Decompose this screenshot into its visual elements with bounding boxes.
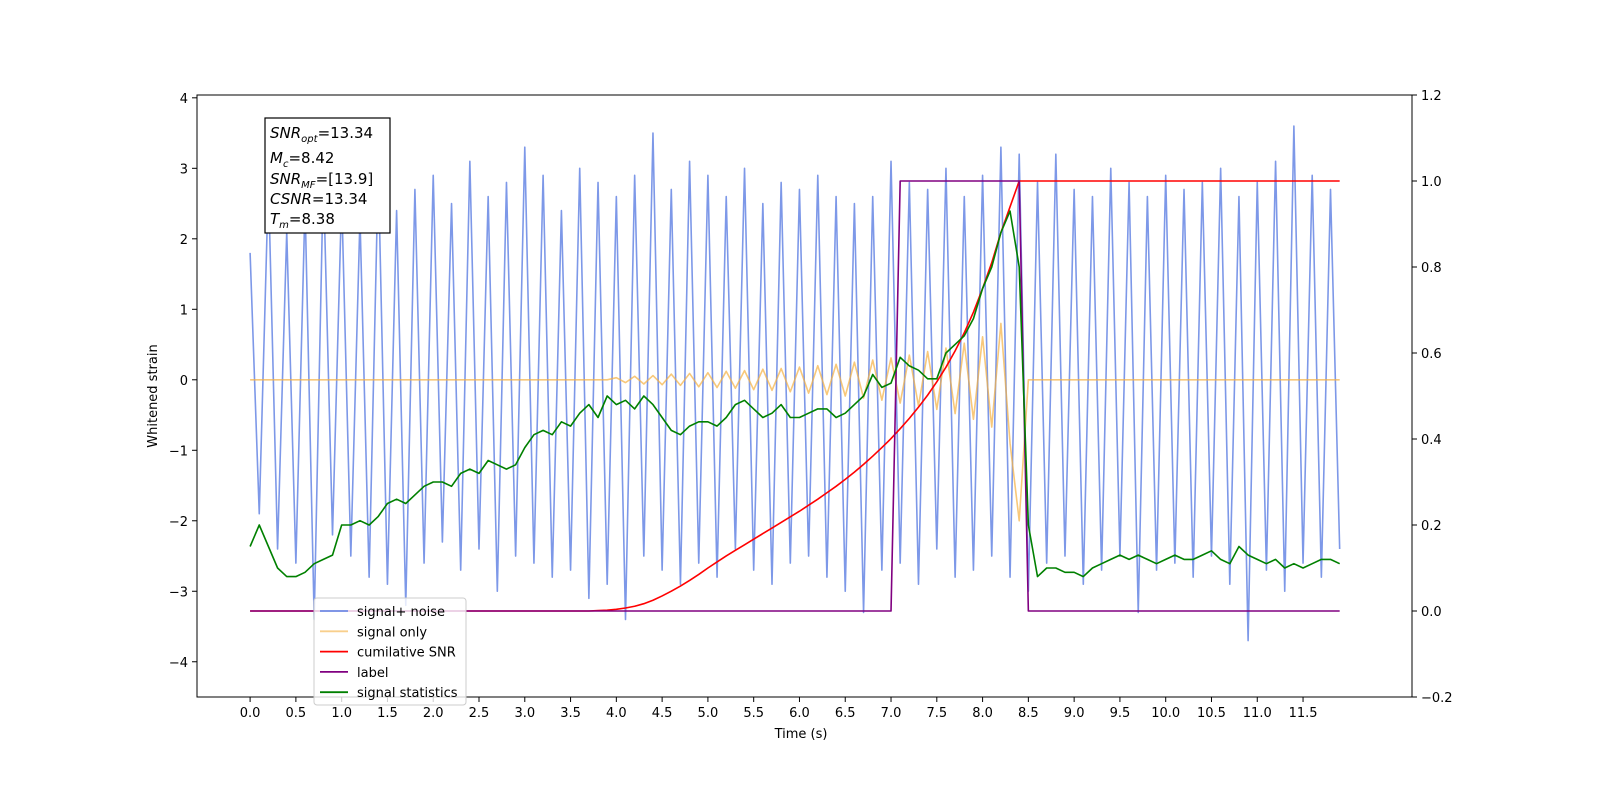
x-tick-label: 10.5 (1197, 706, 1226, 721)
x-tick-label: 0.5 (286, 706, 307, 721)
x-tick-label: 7.5 (926, 706, 947, 721)
x-tick-label: 3.0 (514, 706, 535, 721)
legend-label: cumilative SNR (357, 646, 456, 661)
plot-frame (196, 94, 1413, 698)
y-tick-label: −4 (169, 656, 188, 671)
y2-tick-label: −0.2 (1421, 691, 1453, 706)
annotation-name: CSNR (270, 190, 312, 208)
y-axis-title: Whitened strain (146, 344, 161, 447)
y-tick-label: 1 (180, 303, 188, 318)
x-tick-label: 4.5 (652, 706, 673, 721)
x-tick-label: 5.0 (698, 706, 719, 721)
x-tick-label: 9.5 (1110, 706, 1131, 721)
annotation-value: =[13.9] (316, 170, 374, 188)
annotation-value: =8.42 (288, 149, 334, 167)
legend-label: signal statistics (357, 686, 458, 701)
x-tick-label: 0.0 (240, 706, 261, 721)
annotation-name: T (270, 210, 281, 228)
x-tick-label: 2.0 (423, 706, 444, 721)
annotation-value: =13.34 (312, 190, 368, 208)
x-tick-label: 2.5 (469, 706, 490, 721)
series-line (249, 125, 1341, 642)
y-tick-label: 2 (180, 233, 188, 248)
x-tick-label: 3.5 (560, 706, 581, 721)
annotation-sub: MF (301, 180, 316, 191)
annotation-value: =8.38 (289, 210, 335, 228)
y2-tick-label: 0.0 (1421, 605, 1442, 620)
y2-tick-label: 0.4 (1421, 433, 1442, 448)
legend-label: signal+ noise (357, 605, 445, 620)
y2-tick-label: 0.2 (1421, 519, 1442, 534)
x-tick-label: 8.0 (972, 706, 993, 721)
annotation-line: Tm=8.38 (270, 210, 335, 231)
x-tick-label: 6.0 (789, 706, 810, 721)
x-tick-label: 7.0 (881, 706, 902, 721)
x-axis-title: Time (s) (774, 727, 828, 742)
x-tick-label: 4.0 (606, 706, 627, 721)
x-tick-label: 10.0 (1151, 706, 1180, 721)
x-tick-label: 11.0 (1243, 706, 1272, 721)
legend-label: label (357, 666, 388, 681)
x-tick-label: 6.5 (835, 706, 856, 721)
y-tick-label: −1 (169, 444, 188, 459)
annotation-line: SNRopt=13.34 (270, 124, 373, 145)
annotation-line: CSNR=13.34 (270, 190, 367, 208)
x-tick-label: 1.5 (377, 706, 398, 721)
annotation-sub: m (279, 220, 289, 231)
annotation-sub: opt (301, 134, 318, 145)
y-tick-label: 3 (180, 162, 188, 177)
x-tick-label: 5.5 (743, 706, 764, 721)
annotation-name: SNR (270, 170, 301, 188)
annotation-name: SNR (270, 124, 301, 142)
y-tick-label: −3 (169, 585, 188, 600)
annotation-name: M (270, 149, 283, 167)
y2-tick-label: 0.6 (1421, 347, 1442, 362)
annotation-sub: c (283, 159, 289, 170)
y-tick-label: 0 (180, 374, 188, 389)
annotation-line: Mc=8.42 (270, 149, 334, 170)
y2-tick-label: 0.8 (1421, 261, 1442, 276)
annotation-value: =13.34 (318, 124, 374, 142)
annotation-box (264, 117, 391, 234)
x-tick-label: 11.5 (1289, 706, 1318, 721)
series-line (250, 322, 1340, 522)
y-tick-label: −2 (169, 515, 188, 530)
x-tick-label: 9.0 (1064, 706, 1085, 721)
y2-tick-label: 1.0 (1421, 175, 1442, 190)
legend-box (313, 597, 467, 706)
x-tick-label: 1.0 (331, 706, 352, 721)
y2-tick-label: 1.2 (1421, 89, 1442, 104)
legend-label: signal only (357, 625, 427, 640)
y-tick-label: 4 (180, 92, 188, 107)
series-line (249, 210, 1341, 578)
annotation-line: SNRMF=[13.9] (270, 170, 373, 191)
x-tick-label: 8.5 (1018, 706, 1039, 721)
